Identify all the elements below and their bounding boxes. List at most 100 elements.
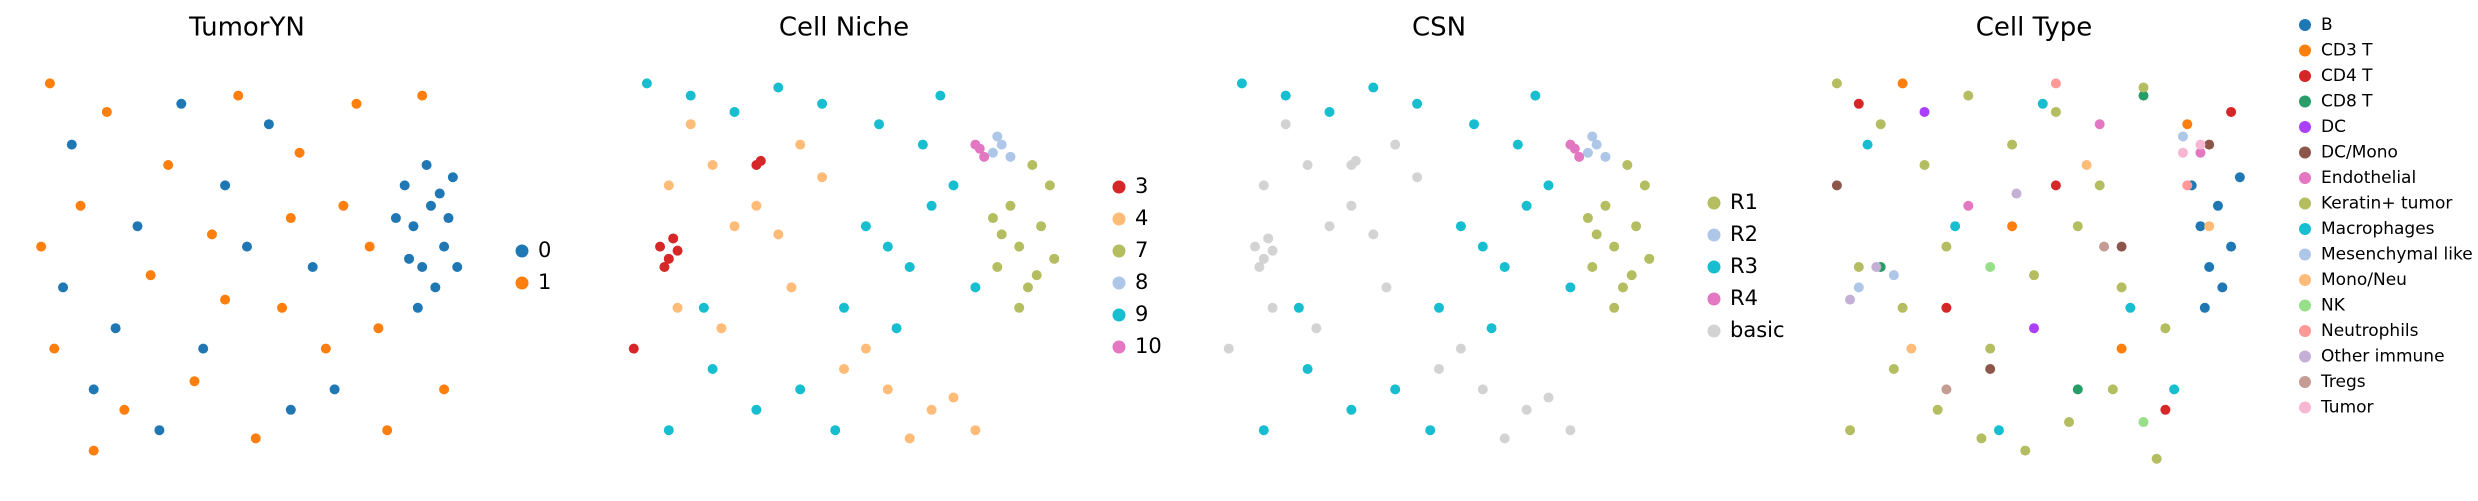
point [1280, 119, 1291, 130]
point [1350, 155, 1361, 166]
point [404, 253, 415, 264]
point [58, 282, 69, 293]
point [163, 160, 174, 170]
point [1412, 98, 1423, 109]
point [1005, 200, 1016, 211]
point [1390, 384, 1401, 395]
point [628, 343, 639, 354]
legend-label: NK [2321, 296, 2346, 316]
legend-marker [2299, 274, 2311, 286]
point [1368, 229, 1379, 240]
panel-title: Cell Type [1976, 13, 2093, 43]
point [2050, 106, 2061, 117]
point [698, 302, 709, 313]
legend-label: 7 [1135, 238, 1148, 262]
point [2072, 221, 2083, 232]
point [49, 343, 60, 354]
legend-marker [2299, 376, 2311, 388]
point [1027, 160, 1038, 170]
point [2212, 200, 2223, 211]
point [1036, 221, 1047, 232]
legend-label: R3 [1730, 254, 1758, 278]
point [839, 364, 849, 374]
point [1543, 392, 1554, 403]
point [1617, 282, 1628, 293]
legend-marker [2299, 121, 2311, 133]
point [2029, 270, 2039, 281]
point [992, 131, 1003, 142]
point [2007, 139, 2018, 150]
legend-label: Other immune [2321, 347, 2445, 367]
point [1862, 139, 1873, 150]
point [1223, 343, 1234, 354]
point [1258, 425, 1269, 436]
point [2099, 241, 2110, 252]
point [1600, 151, 1611, 162]
point [2116, 343, 2127, 354]
point [443, 213, 454, 224]
point [2138, 417, 2149, 428]
legend-marker [1112, 244, 1126, 258]
point [132, 221, 143, 232]
point [36, 241, 47, 252]
point [1565, 425, 1576, 436]
point [2116, 241, 2127, 252]
legend-label: DC/Mono [2321, 143, 2398, 163]
point [882, 241, 893, 252]
point [755, 155, 766, 166]
point [1600, 200, 1611, 211]
point [320, 343, 331, 354]
point [1324, 106, 1335, 117]
point [729, 106, 740, 117]
point [2204, 139, 2215, 150]
point [198, 343, 209, 354]
point [1469, 119, 1480, 130]
point [88, 384, 99, 395]
point [439, 241, 450, 252]
point [1853, 98, 1864, 109]
point [233, 90, 244, 101]
legend-marker [2299, 19, 2311, 31]
point [926, 404, 937, 415]
legend-marker [1112, 340, 1126, 354]
point [242, 241, 252, 252]
point [948, 180, 959, 191]
point [412, 302, 423, 313]
point [1591, 229, 1602, 240]
point [1622, 160, 1633, 170]
point [2151, 453, 2162, 464]
point [1845, 425, 1856, 436]
point [2072, 384, 2083, 395]
point [668, 233, 679, 244]
point [1985, 262, 1996, 272]
point [817, 98, 828, 109]
point [220, 180, 231, 191]
point [2116, 282, 2127, 293]
point [285, 404, 296, 415]
point [1919, 160, 1930, 170]
legend-label: DC [2321, 117, 2346, 137]
point [1609, 302, 1620, 313]
point [1574, 151, 1585, 162]
point [88, 445, 99, 456]
point [1031, 270, 1042, 281]
point [1346, 404, 1357, 415]
point [430, 282, 441, 293]
legend-marker [2299, 299, 2311, 312]
point [2195, 147, 2206, 158]
point [891, 323, 902, 334]
point [1014, 241, 1025, 252]
point [1302, 160, 1313, 170]
point [1631, 221, 1642, 232]
point [663, 425, 674, 436]
legend-marker [2299, 248, 2311, 261]
legend-label: 9 [1135, 302, 1148, 326]
point [2177, 147, 2188, 158]
panel-title: Cell Niche [779, 13, 909, 43]
point [2020, 445, 2031, 456]
legend-label: Tregs [2320, 372, 2366, 392]
point [1521, 404, 1532, 415]
point [329, 384, 340, 395]
point [979, 151, 990, 162]
point [1941, 384, 1952, 395]
